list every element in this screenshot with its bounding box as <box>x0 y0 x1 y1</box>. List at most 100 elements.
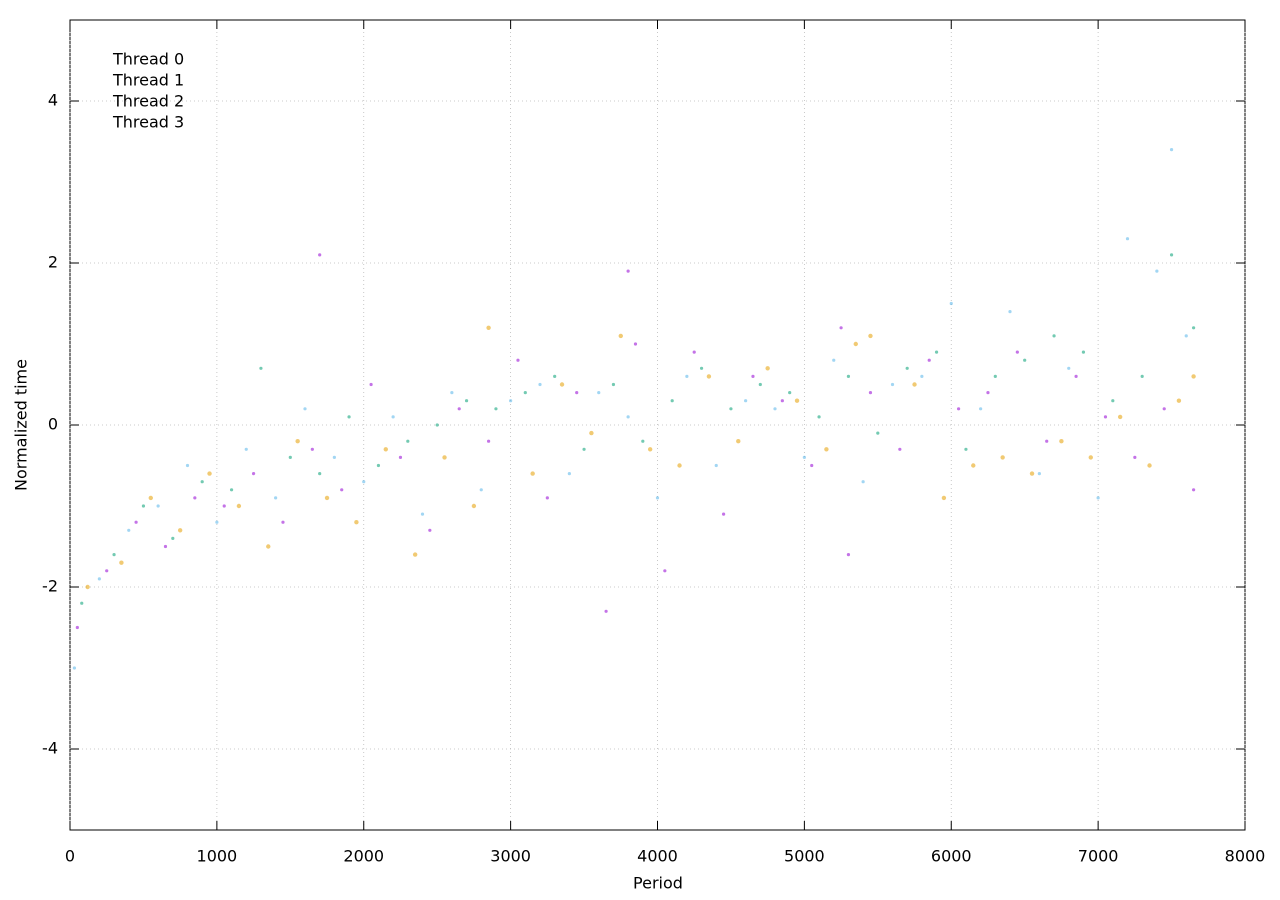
data-point <box>80 601 84 605</box>
data-point <box>545 496 549 500</box>
data-point <box>1176 398 1182 403</box>
data-point <box>751 374 755 378</box>
data-point <box>559 382 565 387</box>
data-point <box>471 503 477 509</box>
x-tick-label: 6000 <box>931 847 972 866</box>
data-point <box>354 520 359 525</box>
data-point <box>318 253 322 257</box>
data-point <box>442 455 447 460</box>
data-point <box>193 496 197 500</box>
data-point <box>236 503 242 509</box>
data-point <box>1074 374 1078 378</box>
data-point <box>604 609 608 613</box>
data-point <box>582 447 586 451</box>
data-point <box>861 480 865 484</box>
data-point <box>75 625 79 630</box>
data-point <box>846 374 851 378</box>
data-point <box>171 536 175 541</box>
data-point <box>1000 455 1005 460</box>
data-point <box>538 382 542 387</box>
x-tick-label: 3000 <box>490 847 531 866</box>
data-point <box>428 528 432 532</box>
data-point <box>215 520 219 524</box>
data-point <box>670 399 674 403</box>
data-point <box>1015 350 1019 354</box>
data-point <box>641 439 645 443</box>
data-point <box>148 495 153 501</box>
data-point <box>927 358 931 362</box>
data-point <box>758 382 762 387</box>
data-point <box>72 666 77 670</box>
data-point <box>244 447 248 451</box>
data-point <box>597 391 601 395</box>
x-tick-label: 0 <box>65 847 75 866</box>
legend-label: Thread 2 <box>112 92 184 111</box>
data-point <box>274 496 278 500</box>
data-point <box>406 439 410 443</box>
data-point <box>1184 334 1188 338</box>
y-tick-label: 2 <box>48 253 58 272</box>
data-point <box>699 366 704 370</box>
data-point <box>810 463 814 468</box>
y-axis-label: Normalized time <box>12 359 31 491</box>
data-point <box>1096 496 1100 500</box>
data-point <box>692 350 696 354</box>
data-point <box>1133 455 1137 459</box>
data-point <box>207 471 212 476</box>
data-point <box>251 472 256 476</box>
data-point <box>626 269 630 273</box>
data-point <box>318 472 322 476</box>
data-point <box>1191 488 1196 492</box>
data-point <box>736 439 741 444</box>
data-point <box>773 407 777 411</box>
data-point <box>457 407 461 411</box>
data-point <box>1155 269 1159 273</box>
data-point <box>259 366 263 370</box>
data-point <box>332 455 336 459</box>
data-point <box>575 391 579 395</box>
data-point <box>685 374 689 378</box>
data-point <box>824 447 829 452</box>
data-point <box>435 423 439 427</box>
data-point <box>105 569 109 573</box>
data-point <box>1169 253 1174 257</box>
data-point <box>706 374 712 379</box>
x-tick-label: 7000 <box>1078 847 1119 866</box>
data-point <box>971 463 976 468</box>
data-point <box>1037 472 1041 476</box>
data-point <box>934 350 939 354</box>
data-point <box>876 431 880 435</box>
data-point <box>1052 334 1056 338</box>
data-point <box>993 374 997 378</box>
data-point <box>420 512 425 516</box>
data-point <box>780 399 784 403</box>
data-point <box>1029 471 1035 476</box>
data-point <box>979 407 983 411</box>
x-tick-label: 5000 <box>784 847 825 866</box>
x-tick-label: 4000 <box>637 847 678 866</box>
data-point <box>383 447 388 452</box>
data-point <box>464 399 469 403</box>
data-point <box>516 358 520 362</box>
data-point <box>112 553 116 557</box>
data-point <box>288 455 292 459</box>
x-tick-label: 8000 <box>1225 847 1266 866</box>
data-point <box>127 528 131 532</box>
data-point <box>295 439 300 444</box>
y-tick-label: 0 <box>48 415 58 434</box>
data-point <box>744 399 748 403</box>
data-point <box>1081 350 1086 354</box>
data-point <box>486 439 491 443</box>
data-point <box>1045 439 1049 443</box>
data-point <box>479 488 483 492</box>
data-point <box>839 326 843 330</box>
data-point <box>1162 407 1166 411</box>
y-tick-label: -2 <box>42 577 58 596</box>
data-point <box>655 496 660 500</box>
data-point <box>611 382 616 387</box>
data-point <box>868 391 873 395</box>
data-point <box>941 495 947 501</box>
data-point <box>229 488 234 492</box>
data-point <box>832 358 836 362</box>
